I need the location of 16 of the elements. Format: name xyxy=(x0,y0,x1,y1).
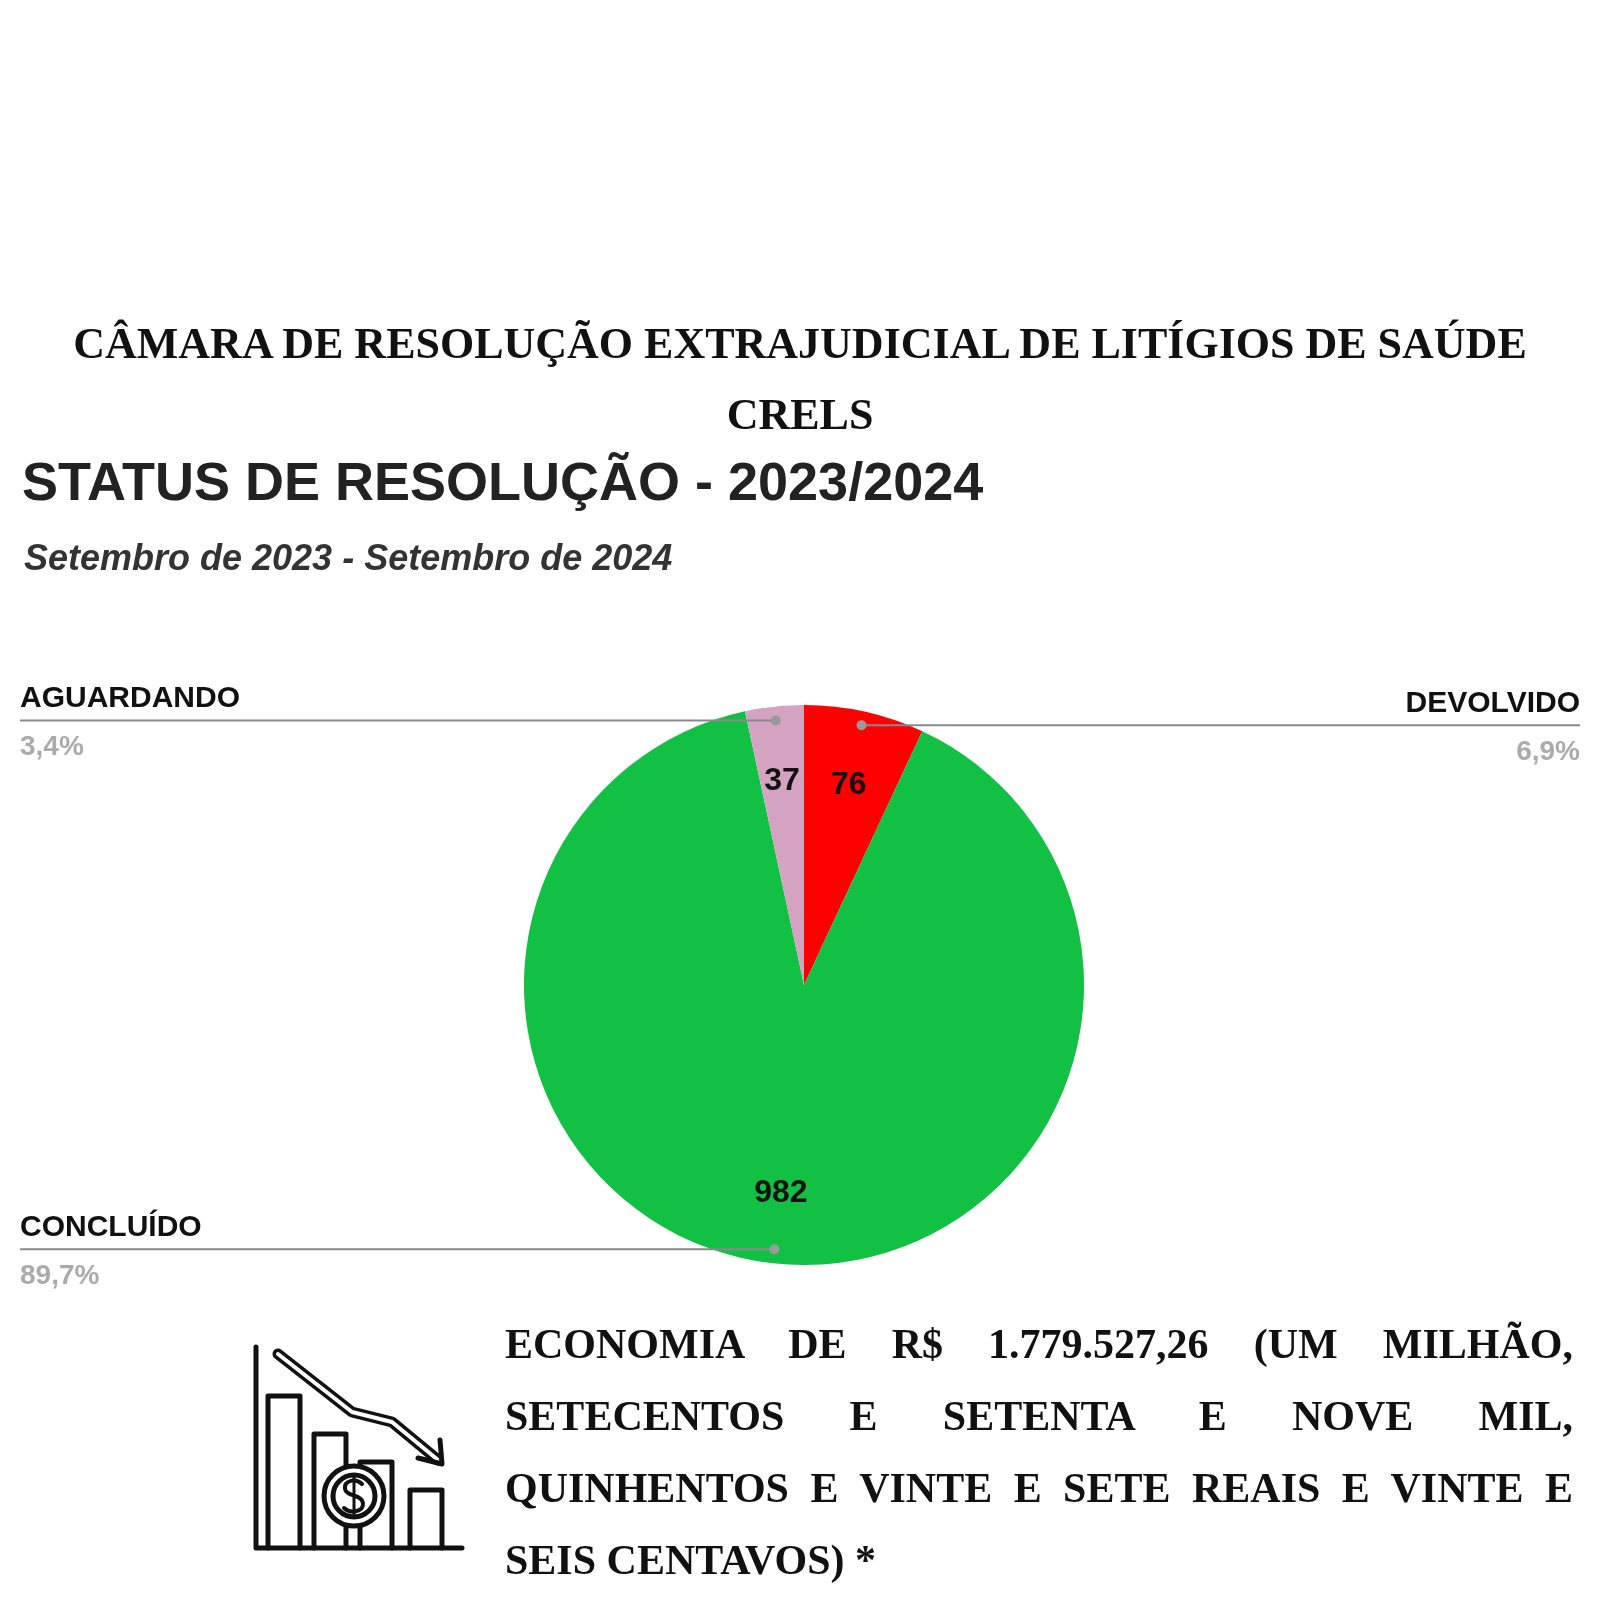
text: ECONOMIA DE R$ 1.779.527,26 (UM MILHÃO, SETECENTOS E SETENTA E NOVE MIL, QUINHENTOS E VINTE E SETE REAIS E VINTE E SEIS CENTAVOS) * xyxy=(505,1320,1573,1585)
slice-label: DEVOLVIDO xyxy=(1405,685,1580,719)
slice-label: AGUARDANDO xyxy=(20,680,240,714)
pie-slice xyxy=(524,711,1084,1265)
text: 3,4% xyxy=(20,730,84,762)
text: 6,9% xyxy=(1516,735,1580,767)
text: 89,7% xyxy=(20,1259,100,1291)
data-label: 76 xyxy=(831,764,867,801)
data-label: 37 xyxy=(764,760,800,797)
chart-subtitle: Setembro de 2023 - Setembro de 2024 xyxy=(24,536,673,580)
text: CÂMARA DE RESOLUÇÃO EXTRAJUDICIAL DE LITÍGIOS DE SAÚDE CRELS xyxy=(72,318,1528,441)
pie-slice xyxy=(804,705,923,985)
data-label: 982 xyxy=(754,1172,808,1209)
slice-label: CONCLUÍDO xyxy=(20,1209,202,1243)
chart-title: STATUS DE RESOLUÇÃO - 2023/2024 xyxy=(22,450,984,513)
pie-slice xyxy=(745,705,804,985)
